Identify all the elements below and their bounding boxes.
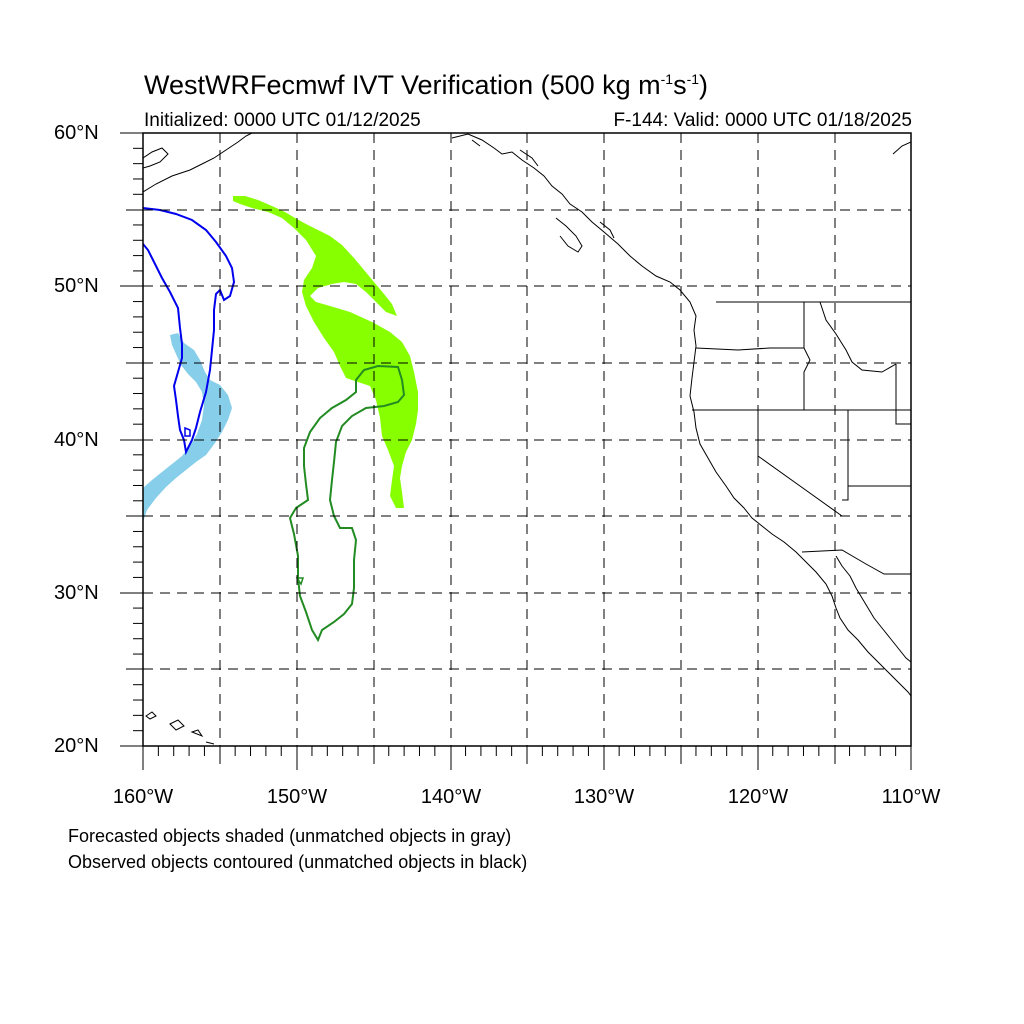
coastline-hawaii — [145, 711, 215, 745]
axis-ticks — [120, 132, 912, 770]
initialized-time: Initialized: 0000 UTC 01/12/2025 — [144, 110, 421, 131]
forecast-note: Forecasted objects shaded (unmatched obj… — [68, 826, 512, 846]
x-tick-label-120w: 120°W — [727, 786, 789, 808]
coastline-hudson — [892, 141, 911, 155]
map-title: WestWRFecmwf IVT Verification (500 kg m-… — [144, 70, 709, 100]
x-tick-label-150w: 150°W — [266, 786, 328, 808]
y-tick-label-20n: 20°N — [54, 735, 99, 757]
x-tick-label-110w: 110°W — [881, 786, 941, 808]
islands-bc — [471, 139, 615, 253]
coastline-alaska — [143, 133, 253, 193]
y-tick-label-60n: 60°N — [54, 122, 99, 144]
y-tick-label-50n: 50°N — [54, 275, 99, 297]
x-tick-label-160w: 160°W — [112, 786, 174, 808]
forecast-object-sky-blue — [143, 333, 232, 522]
observed-contour-blue — [143, 207, 236, 456]
forecast-object-green — [233, 196, 418, 508]
x-tick-label-140w: 140°W — [420, 786, 482, 808]
y-tick-label-40n: 40°N — [54, 429, 99, 451]
observed-contour-blue-islet — [184, 426, 191, 437]
x-tick-label-130w: 130°W — [573, 786, 635, 808]
coastline-baja-gulf — [835, 555, 911, 663]
coastline-north-america — [451, 133, 911, 697]
observed-contour-green — [288, 364, 406, 643]
observed-note: Observed objects contoured (unmatched ob… — [68, 852, 528, 872]
minor-ticks — [133, 147, 897, 756]
y-tick-label-30n: 30°N — [54, 582, 99, 604]
lat-lon-grid — [143, 133, 911, 746]
observed-contour-green-islet — [295, 577, 305, 586]
valid-time: F-144: Valid: 0000 UTC 01/18/2025 — [613, 110, 912, 131]
border-states — [692, 301, 911, 575]
